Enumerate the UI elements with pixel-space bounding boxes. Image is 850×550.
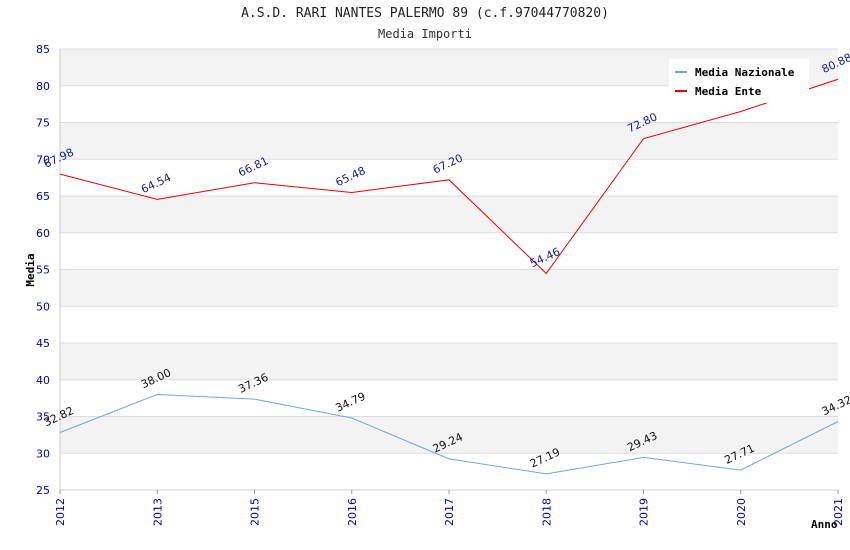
y-tick-label: 65 [36, 190, 50, 203]
data-label: 34.32 [820, 393, 850, 418]
grid-bands [60, 49, 838, 454]
data-label: 34.79 [334, 390, 368, 415]
grid-band [60, 416, 838, 454]
x-axis-label: Anno [811, 518, 838, 531]
grid-band [60, 196, 838, 233]
grid-band [60, 269, 838, 307]
y-tick-label: 85 [36, 43, 50, 56]
y-axis-ticks: 25 30 35 40 45 50 55 60 65 70 75 80 85 [36, 43, 50, 497]
grid-band [60, 122, 838, 160]
x-tick-label: 2020 [735, 498, 748, 526]
x-tick-label: 2018 [540, 498, 553, 526]
y-axis-label: Media [24, 253, 37, 286]
legend-box [669, 59, 809, 103]
series-line-media-ente [59, 78, 839, 275]
y-tick-label: 40 [36, 374, 50, 387]
y-tick-label: 30 [36, 447, 50, 460]
legend-entry: Media Ente [695, 85, 762, 98]
x-tick-label: 2013 [151, 498, 164, 526]
grid-band [60, 343, 838, 380]
chart-subtitle: Media Importi [378, 27, 472, 41]
x-tick-label: 2015 [249, 498, 262, 526]
y-tick-label: 25 [36, 484, 50, 497]
y-tick-label: 55 [36, 264, 50, 277]
y-tick-label: 70 [36, 153, 50, 166]
x-tick-label: 2012 [54, 498, 67, 526]
y-tick-label: 50 [36, 300, 50, 313]
y-tick-label: 80 [36, 80, 50, 93]
data-label: 67.98 [42, 146, 76, 171]
chart-title: A.S.D. RARI NANTES PALERMO 89 (c.f.97044… [241, 6, 609, 21]
x-tick-label: 2017 [443, 498, 456, 526]
y-tick-label: 45 [36, 337, 50, 350]
y-tick-label: 60 [36, 227, 50, 240]
y-tick-label: 35 [36, 411, 50, 424]
data-label: 64.54 [139, 171, 173, 196]
legend: Media Nazionale Media Ente [669, 59, 809, 103]
x-axis-ticks: 2012 2013 2015 2016 2017 2018 2019 2020 2021 [54, 490, 845, 526]
series-line-media-nazionale [59, 393, 839, 475]
series-lines [59, 78, 839, 475]
data-label: 54.46 [528, 245, 562, 270]
legend-entry: Media Nazionale [695, 66, 795, 79]
x-tick-label: 2016 [346, 498, 359, 526]
x-tick-label: 2021 [832, 498, 845, 526]
data-label: 65.48 [334, 164, 368, 189]
y-tick-label: 75 [36, 117, 50, 130]
x-tick-label: 2019 [638, 498, 651, 526]
